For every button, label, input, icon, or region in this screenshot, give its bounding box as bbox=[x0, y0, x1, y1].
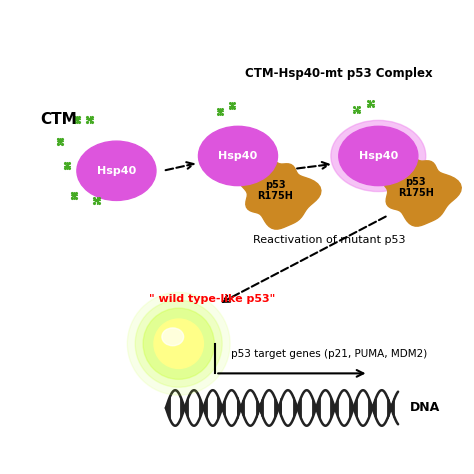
Text: DNA: DNA bbox=[410, 401, 440, 414]
Text: Hsp40: Hsp40 bbox=[219, 151, 257, 161]
Text: CTM: CTM bbox=[40, 112, 77, 127]
Text: Hsp40: Hsp40 bbox=[97, 166, 136, 176]
Ellipse shape bbox=[154, 319, 203, 368]
Ellipse shape bbox=[162, 328, 183, 346]
Text: p53 target genes (p21, PUMA, MDM2): p53 target genes (p21, PUMA, MDM2) bbox=[231, 348, 427, 359]
Text: CTM-Hsp40-mt p53 Complex: CTM-Hsp40-mt p53 Complex bbox=[245, 67, 433, 81]
Ellipse shape bbox=[77, 141, 156, 201]
Ellipse shape bbox=[143, 308, 214, 379]
Ellipse shape bbox=[135, 300, 222, 387]
Text: " wild type-like p53": " wild type-like p53" bbox=[149, 294, 275, 304]
Ellipse shape bbox=[331, 120, 426, 191]
Text: Hsp40: Hsp40 bbox=[359, 151, 398, 161]
Text: Reactivation of mutant p53: Reactivation of mutant p53 bbox=[253, 235, 405, 245]
Text: p53
R175H: p53 R175H bbox=[257, 180, 293, 201]
Ellipse shape bbox=[128, 292, 230, 395]
Text: p53
R175H: p53 R175H bbox=[398, 177, 434, 199]
Ellipse shape bbox=[199, 126, 277, 186]
Polygon shape bbox=[374, 150, 461, 226]
Polygon shape bbox=[234, 153, 321, 229]
Ellipse shape bbox=[339, 126, 418, 186]
